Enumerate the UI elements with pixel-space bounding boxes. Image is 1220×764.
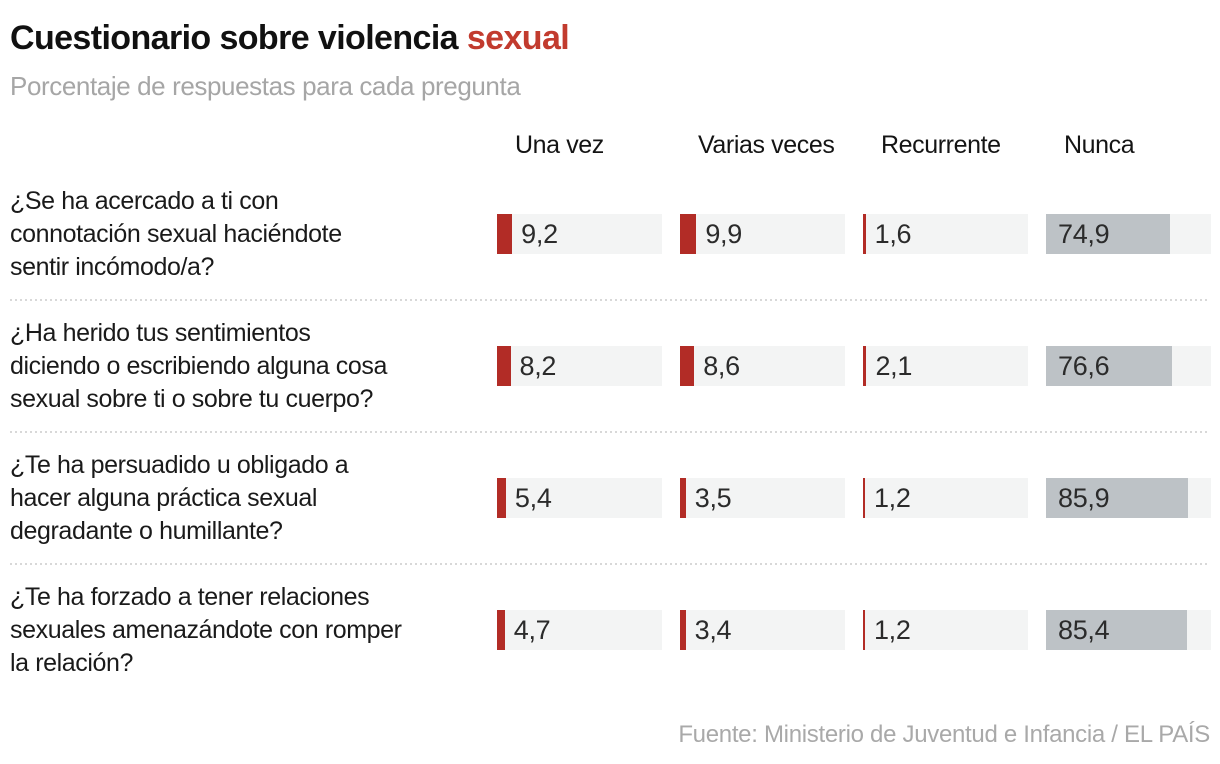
question-text: ¿Se ha acercado a ti con connotación sex… — [10, 186, 342, 281]
bar-track: 2,1 — [863, 346, 1028, 386]
bar-track: 76,6 — [1046, 346, 1211, 386]
bar-cell-una-vez: 8,2 — [497, 346, 662, 386]
source-credit: Fuente: Ministerio de Juventud e Infanci… — [678, 721, 1210, 748]
question-row: ¿Te ha forzado a tener relaciones sexual… — [10, 565, 1211, 695]
bar-track: 8,6 — [680, 346, 845, 386]
bar-cell-una-vez: 9,2 — [497, 214, 662, 254]
bar-fill — [497, 610, 505, 650]
bar-fill — [497, 214, 513, 254]
bar-value: 3,5 — [694, 483, 732, 513]
bar-value: 76,6 — [1058, 351, 1110, 381]
column-headers: Una vez Varias veces Recurrente Nunca — [10, 131, 1210, 161]
bar-track: 9,2 — [497, 214, 662, 254]
col-header-nunca: Nunca — [1064, 131, 1135, 159]
bar-fill — [497, 346, 511, 386]
bar-fill — [1046, 346, 1173, 386]
bar-fill — [680, 610, 686, 650]
bar-fill — [680, 346, 695, 386]
bar-cell-recurrente: 2,1 — [863, 346, 1028, 386]
bar-cell-varias-veces: 9,9 — [680, 214, 845, 254]
bar-value: 1,2 — [873, 615, 911, 645]
question-text: ¿Te ha forzado a tener relaciones sexual… — [10, 582, 402, 677]
bar-value: 1,2 — [873, 483, 911, 513]
bar-track: 9,9 — [680, 214, 845, 254]
bar-value: 85,9 — [1058, 483, 1110, 513]
bar-cell-nunca: 76,6 — [1046, 346, 1211, 386]
bar-track: 5,4 — [497, 478, 662, 518]
bar-track: 3,5 — [680, 478, 845, 518]
title-red-part: sexual — [466, 19, 570, 57]
bar-track: 3,4 — [680, 610, 845, 650]
bar-fill — [680, 214, 697, 254]
bar-cell-nunca: 74,9 — [1046, 214, 1211, 254]
bar-fill — [1046, 214, 1170, 254]
subtitle: Porcentaje de respuestas para cada pregu… — [10, 71, 521, 101]
bar-value: 4,7 — [513, 615, 551, 645]
bar-value: 3,4 — [694, 615, 732, 645]
bar-cell-varias-veces: 3,5 — [680, 478, 845, 518]
question-row: ¿Se ha acercado a ti con connotación sex… — [10, 169, 1211, 299]
bar-track: 1,2 — [863, 478, 1028, 518]
question-text: ¿Ha herido tus sentimientos diciendo o e… — [10, 318, 387, 413]
bar-fill — [863, 214, 866, 254]
question-text: ¿Te ha persuadido u obligado a hacer alg… — [10, 450, 349, 545]
col-header-una-vez: Una vez — [515, 131, 604, 159]
col-header-recurrente: Recurrente — [881, 131, 1001, 159]
bar-track: 1,6 — [863, 214, 1028, 254]
dotted-separator — [10, 563, 1210, 565]
bar-track: 74,9 — [1046, 214, 1211, 254]
bar-value: 5,4 — [514, 483, 552, 513]
bar-value: 85,4 — [1058, 615, 1110, 645]
col-header-varias-veces: Varias veces — [698, 131, 835, 159]
bar-fill — [1046, 478, 1188, 518]
title-black-part: Cuestionario sobre violencia — [10, 19, 459, 57]
bar-cell-nunca: 85,9 — [1046, 478, 1211, 518]
bar-track: 85,9 — [1046, 478, 1211, 518]
bar-value: 74,9 — [1058, 219, 1110, 249]
bar-cell-varias-veces: 3,4 — [680, 610, 845, 650]
bar-value: 8,2 — [519, 351, 557, 381]
bar-cell-varias-veces: 8,6 — [680, 346, 845, 386]
bar-value: 2,1 — [875, 351, 913, 381]
bar-track: 1,2 — [863, 610, 1028, 650]
bar-cell-una-vez: 5,4 — [497, 478, 662, 518]
bar-track: 4,7 — [497, 610, 662, 650]
question-row: ¿Te ha persuadido u obligado a hacer alg… — [10, 433, 1211, 563]
bar-value: 8,6 — [703, 351, 740, 381]
question-row: ¿Ha herido tus sentimientos diciendo o e… — [10, 301, 1211, 431]
bar-value: 9,9 — [705, 219, 742, 249]
bar-fill — [1046, 610, 1187, 650]
page-title: Cuestionario sobre violencia sexual — [10, 18, 1210, 58]
bar-cell-recurrente: 1,6 — [863, 214, 1028, 254]
bar-value: 1,6 — [874, 219, 912, 249]
bar-fill — [863, 346, 867, 386]
bar-track: 85,4 — [1046, 610, 1211, 650]
dotted-separator — [10, 431, 1210, 433]
bar-cell-recurrente: 1,2 — [863, 610, 1028, 650]
bar-cell-recurrente: 1,2 — [863, 478, 1028, 518]
bar-track: 8,2 — [497, 346, 662, 386]
dotted-separator — [10, 299, 1210, 301]
bar-value: 9,2 — [521, 219, 558, 249]
bar-fill — [863, 610, 865, 650]
chart-rows: ¿Se ha acercado a ti con connotación sex… — [10, 169, 1211, 695]
bar-fill — [680, 478, 686, 518]
bar-fill — [497, 478, 506, 518]
bar-fill — [863, 478, 865, 518]
bar-cell-nunca: 85,4 — [1046, 610, 1211, 650]
bar-cell-una-vez: 4,7 — [497, 610, 662, 650]
